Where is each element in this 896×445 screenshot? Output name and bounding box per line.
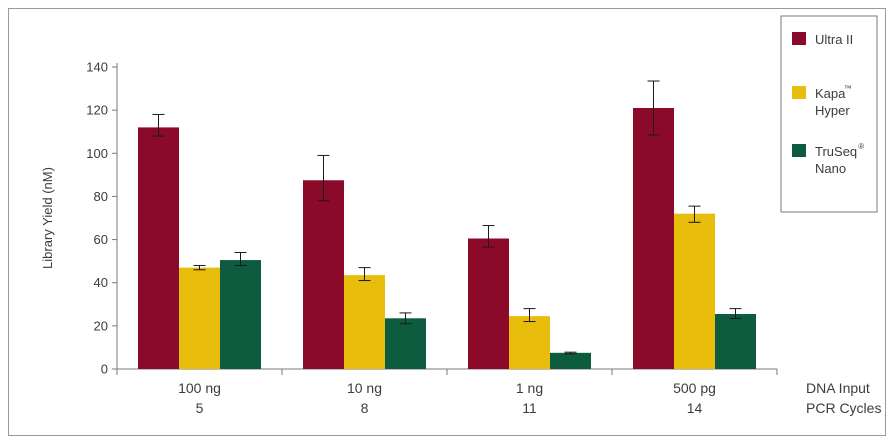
bar (179, 267, 220, 369)
bar (220, 260, 261, 369)
legend-superscript: ® (858, 142, 864, 151)
y-axis-title: Library Yield (nM) (40, 167, 55, 269)
bar (674, 213, 715, 369)
legend-label: TruSeq (815, 144, 857, 159)
y-tick-label: 140 (86, 60, 108, 75)
bar (138, 127, 179, 370)
bar (303, 180, 344, 369)
x-category-input-label: 500 pg (673, 380, 716, 396)
y-tick-label: 60 (94, 232, 108, 247)
x-category-cycles-label: 8 (361, 400, 369, 416)
y-tick-label: 80 (94, 189, 108, 204)
legend-label: Ultra II (815, 32, 853, 47)
legend-label-line2: Hyper (815, 103, 850, 118)
legend-box (780, 15, 878, 213)
y-tick-label: 100 (86, 146, 108, 161)
y-tick-label: 40 (94, 275, 108, 290)
legend-superscript: ™ (844, 84, 852, 93)
x-category-input-label: 1 ng (516, 380, 543, 396)
x-axis-title-input: DNA Input (806, 380, 870, 396)
legend-label: Kapa (815, 86, 846, 101)
bar (509, 316, 550, 369)
y-tick-label: 20 (94, 318, 108, 333)
legend-label-line2: Nano (815, 161, 846, 176)
bar (344, 275, 385, 369)
x-category-cycles-label: 14 (687, 400, 703, 416)
bar (468, 238, 509, 369)
legend-swatch (792, 144, 806, 157)
y-tick-label: 0 (101, 362, 108, 377)
x-axis-title-cycles: PCR Cycles (806, 400, 881, 416)
x-category-cycles-label: 5 (196, 400, 204, 416)
x-category-input-label: 100 ng (178, 380, 221, 396)
legend-swatch (792, 32, 806, 45)
x-category-input-label: 10 ng (347, 380, 382, 396)
legend-swatch (792, 86, 806, 99)
bar (550, 352, 591, 369)
y-tick-label: 120 (86, 103, 108, 118)
chart-frame (8, 8, 886, 436)
bar (385, 318, 426, 369)
x-category-cycles-label: 11 (522, 400, 537, 416)
bar (715, 313, 756, 369)
bar (633, 107, 674, 369)
